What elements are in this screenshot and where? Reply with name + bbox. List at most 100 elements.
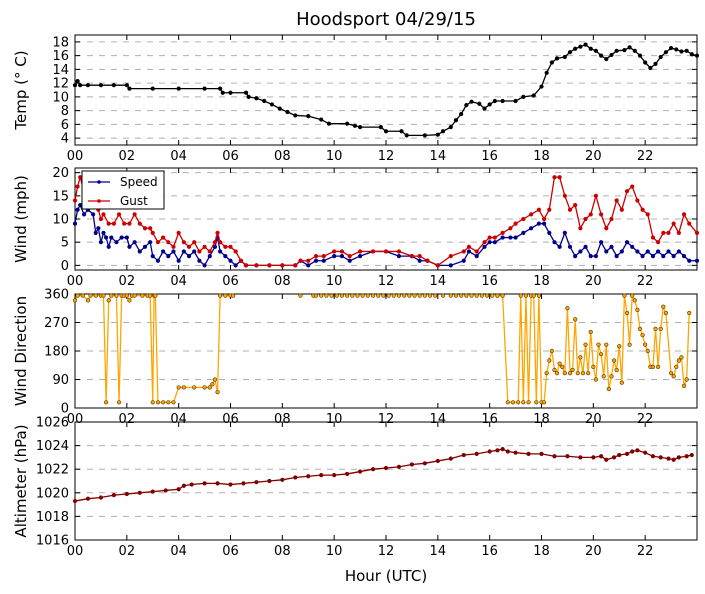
data-point <box>466 249 472 254</box>
data-point <box>433 293 438 298</box>
data-point <box>637 326 643 331</box>
data-point <box>150 489 155 494</box>
data-point <box>492 235 497 240</box>
series-wind-0 <box>72 202 700 268</box>
data-point <box>536 293 542 298</box>
data-point <box>127 298 132 303</box>
data-point <box>218 86 223 91</box>
x-tick-label: 02 <box>119 412 136 427</box>
data-point <box>254 96 259 101</box>
data-point <box>557 361 562 366</box>
y-tick-label: 1020 <box>36 486 69 501</box>
data-point <box>526 400 531 405</box>
y-tick-label: 0 <box>61 402 69 417</box>
data-point <box>402 293 407 298</box>
x-tick-label: 10 <box>326 544 343 559</box>
x-tick-label: 10 <box>326 274 343 289</box>
data-point <box>650 235 656 240</box>
data-point <box>484 293 490 298</box>
data-point <box>495 293 500 298</box>
data-point <box>412 293 417 298</box>
data-point <box>171 249 176 254</box>
x-tick-label: 00 <box>67 412 84 427</box>
data-point <box>88 293 93 298</box>
x-tick-label: 00 <box>67 544 84 559</box>
x-tick-label: 20 <box>585 149 602 164</box>
data-point <box>630 184 635 189</box>
data-point <box>228 258 233 263</box>
data-point <box>321 253 326 259</box>
data-point <box>539 84 544 89</box>
data-point <box>98 83 104 88</box>
data-point <box>630 449 635 454</box>
data-point <box>609 244 614 249</box>
x-tick-label: 22 <box>637 274 654 289</box>
data-point <box>267 263 272 268</box>
data-point <box>513 221 518 226</box>
data-point <box>396 253 402 259</box>
data-point <box>676 230 681 236</box>
data-point <box>142 226 148 231</box>
data-point <box>435 458 440 464</box>
data-point <box>223 253 228 259</box>
legend-marker <box>97 180 101 184</box>
data-point <box>339 293 345 298</box>
data-point <box>440 293 446 298</box>
data-point <box>492 240 497 245</box>
data-point <box>461 258 466 263</box>
data-point <box>650 364 656 369</box>
data-point <box>215 390 220 395</box>
x-tick-label: 16 <box>481 412 498 427</box>
x-tick-label: 04 <box>170 544 187 559</box>
data-point <box>604 342 609 347</box>
data-point <box>671 457 676 462</box>
data-point <box>254 480 259 485</box>
data-point <box>269 102 275 107</box>
data-point <box>671 374 676 379</box>
y-tick-label: 1022 <box>36 463 69 478</box>
data-point <box>573 46 578 51</box>
data-point <box>513 450 518 455</box>
series-wind-1 <box>72 174 700 268</box>
data-point <box>461 249 466 254</box>
data-point <box>181 240 186 245</box>
data-point <box>549 348 554 354</box>
y-axis-label-wind: Wind (mph) <box>12 175 30 263</box>
data-point <box>588 46 593 51</box>
data-point <box>137 249 142 254</box>
data-point <box>617 344 622 349</box>
data-point <box>643 450 648 455</box>
data-point <box>285 109 290 115</box>
data-point <box>609 216 614 222</box>
data-point <box>578 249 583 254</box>
data-point <box>166 240 171 245</box>
x-tick-label: 02 <box>119 149 136 164</box>
data-point <box>544 371 549 376</box>
data-point <box>609 52 614 58</box>
data-point <box>365 293 370 298</box>
data-point <box>241 481 246 486</box>
data-point <box>687 310 692 316</box>
data-point <box>370 467 376 472</box>
data-point <box>321 258 326 263</box>
data-point <box>440 129 446 134</box>
data-point <box>640 333 645 338</box>
legend-label: Speed <box>120 175 158 189</box>
data-point <box>127 221 132 226</box>
data-point <box>474 249 479 254</box>
data-point <box>676 358 681 363</box>
y-tick-label: 20 <box>52 166 69 181</box>
data-point <box>583 216 588 222</box>
x-tick-label: 08 <box>274 544 291 559</box>
data-point <box>313 258 319 263</box>
series-direction-0 <box>72 293 500 405</box>
data-point <box>176 385 181 390</box>
data-point <box>298 293 303 298</box>
data-point <box>635 448 640 453</box>
data-point <box>111 221 116 226</box>
data-point <box>93 230 98 236</box>
data-point <box>355 293 360 298</box>
data-point <box>573 317 578 322</box>
data-point <box>207 385 212 390</box>
x-tick-label: 12 <box>378 149 395 164</box>
